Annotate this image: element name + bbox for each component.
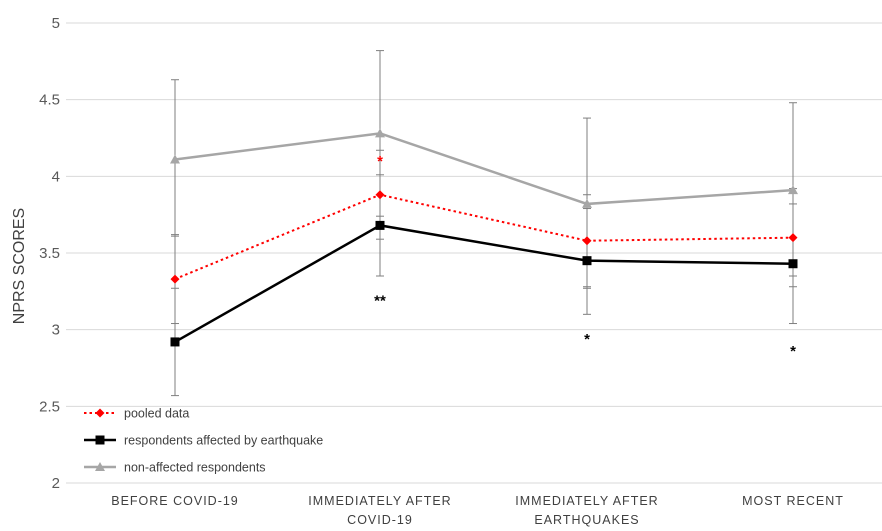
data-point-respondents-affected-by-earthquake bbox=[170, 337, 180, 347]
series-markers bbox=[170, 128, 798, 347]
x-tick-label: IMMEDIATELY AFTER bbox=[515, 494, 658, 508]
legend-marker bbox=[95, 435, 105, 445]
y-tick-label: 4 bbox=[52, 168, 60, 185]
series-lines bbox=[174, 132, 794, 344]
y-tick-label: 5 bbox=[52, 15, 60, 32]
data-point-respondents-affected-by-earthquake bbox=[375, 220, 385, 230]
significance-marker: * bbox=[584, 331, 590, 348]
series-line-respondents-affected-by-earthquake bbox=[174, 224, 794, 344]
legend-marker bbox=[95, 462, 105, 471]
data-point-pooled-data bbox=[375, 190, 385, 200]
significance-marker: ** bbox=[374, 293, 386, 310]
data-point-respondents-affected-by-earthquake bbox=[582, 256, 592, 266]
x-category-labels: BEFORE COVID-19 IMMEDIATELY AFTER COVID-19… bbox=[111, 494, 844, 527]
legend-label: non-affected respondents bbox=[124, 461, 266, 475]
legend-marker bbox=[95, 408, 105, 418]
x-tick-label: BEFORE COVID-19 bbox=[111, 494, 239, 508]
data-point-non-affected-respondents bbox=[170, 154, 180, 164]
legend-label: respondents affected by earthquake bbox=[124, 434, 323, 448]
data-point-pooled-data bbox=[582, 236, 592, 246]
x-tick-label: IMMEDIATELY AFTER bbox=[308, 494, 451, 508]
significance-marker: * bbox=[790, 343, 796, 360]
legend: pooled data respondents affected by earth… bbox=[84, 407, 323, 475]
data-point-pooled-data bbox=[170, 274, 180, 284]
x-tick-label: MOST RECENT bbox=[742, 494, 844, 508]
significance-annotations: ***** bbox=[374, 153, 796, 360]
significance-marker: * bbox=[377, 153, 383, 170]
y-axis-title: NPRS SCORES bbox=[11, 208, 28, 324]
data-point-non-affected-respondents bbox=[788, 185, 798, 195]
gridlines bbox=[66, 22, 882, 484]
y-tick-label: 3.5 bbox=[39, 245, 60, 262]
data-point-non-affected-respondents bbox=[582, 198, 592, 208]
data-point-respondents-affected-by-earthquake bbox=[788, 259, 798, 269]
y-tick-label: 3 bbox=[52, 322, 60, 339]
x-tick-label: COVID-19 bbox=[347, 513, 413, 527]
legend-label: pooled data bbox=[124, 407, 189, 421]
x-tick-label: EARTHQUAKES bbox=[534, 513, 639, 527]
series-line-pooled-data bbox=[174, 193, 794, 280]
y-tick-labels: 2 2.5 3 3.5 4 4.5 5 bbox=[39, 15, 60, 492]
series-line-non-affected-respondents bbox=[174, 132, 794, 206]
data-point-non-affected-respondents bbox=[375, 128, 385, 138]
error-bars bbox=[171, 50, 797, 397]
y-tick-label: 4.5 bbox=[39, 92, 60, 109]
data-point-pooled-data bbox=[788, 233, 798, 243]
y-tick-label: 2 bbox=[52, 475, 60, 492]
y-tick-label: 2.5 bbox=[39, 398, 60, 415]
